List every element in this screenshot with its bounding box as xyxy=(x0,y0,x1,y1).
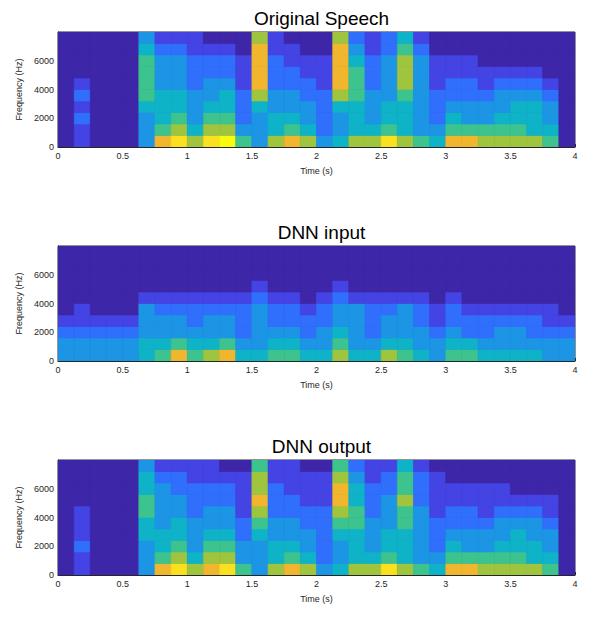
svg-text:6000: 6000 xyxy=(34,56,54,66)
svg-text:2: 2 xyxy=(314,365,319,375)
svg-text:1: 1 xyxy=(185,151,190,161)
svg-text:3.5: 3.5 xyxy=(504,365,517,375)
svg-text:0: 0 xyxy=(49,142,54,152)
svg-text:Frequency (Hz): Frequency (Hz) xyxy=(14,486,24,548)
svg-text:1.5: 1.5 xyxy=(246,151,259,161)
svg-text:0: 0 xyxy=(49,356,54,366)
svg-text:3.5: 3.5 xyxy=(504,151,517,161)
svg-text:Time (s): Time (s) xyxy=(300,380,333,390)
svg-text:0: 0 xyxy=(55,579,60,589)
svg-text:3: 3 xyxy=(443,365,448,375)
svg-text:0: 0 xyxy=(55,151,60,161)
svg-text:4000: 4000 xyxy=(34,299,54,309)
svg-text:Frequency (Hz): Frequency (Hz) xyxy=(14,272,24,334)
svg-text:0.5: 0.5 xyxy=(116,365,129,375)
svg-text:DNN output: DNN output xyxy=(272,436,372,457)
svg-text:6000: 6000 xyxy=(34,270,54,280)
svg-text:2.5: 2.5 xyxy=(375,365,388,375)
svg-text:1.5: 1.5 xyxy=(246,365,259,375)
svg-text:DNN input: DNN input xyxy=(278,222,366,243)
svg-text:Frequency (Hz): Frequency (Hz) xyxy=(14,58,24,120)
svg-text:3.5: 3.5 xyxy=(504,579,517,589)
svg-text:2000: 2000 xyxy=(34,327,54,337)
svg-text:4: 4 xyxy=(572,365,577,375)
svg-text:0.5: 0.5 xyxy=(116,579,129,589)
svg-text:0: 0 xyxy=(55,365,60,375)
svg-text:3: 3 xyxy=(443,579,448,589)
svg-text:0: 0 xyxy=(49,570,54,580)
svg-text:4: 4 xyxy=(572,579,577,589)
svg-text:2.5: 2.5 xyxy=(375,151,388,161)
svg-text:6000: 6000 xyxy=(34,484,54,494)
svg-text:2000: 2000 xyxy=(34,541,54,551)
svg-text:2000: 2000 xyxy=(34,113,54,123)
svg-text:2.5: 2.5 xyxy=(375,579,388,589)
svg-text:2: 2 xyxy=(314,579,319,589)
svg-text:Original Speech: Original Speech xyxy=(254,8,389,29)
svg-text:2: 2 xyxy=(314,151,319,161)
svg-text:4000: 4000 xyxy=(34,85,54,95)
svg-text:3: 3 xyxy=(443,151,448,161)
svg-text:0.5: 0.5 xyxy=(116,151,129,161)
svg-text:4000: 4000 xyxy=(34,513,54,523)
svg-text:Time (s): Time (s) xyxy=(300,594,333,604)
svg-text:4: 4 xyxy=(572,151,577,161)
svg-text:Time (s): Time (s) xyxy=(300,166,333,176)
svg-text:1: 1 xyxy=(185,579,190,589)
svg-text:1: 1 xyxy=(185,365,190,375)
svg-text:1.5: 1.5 xyxy=(246,579,259,589)
